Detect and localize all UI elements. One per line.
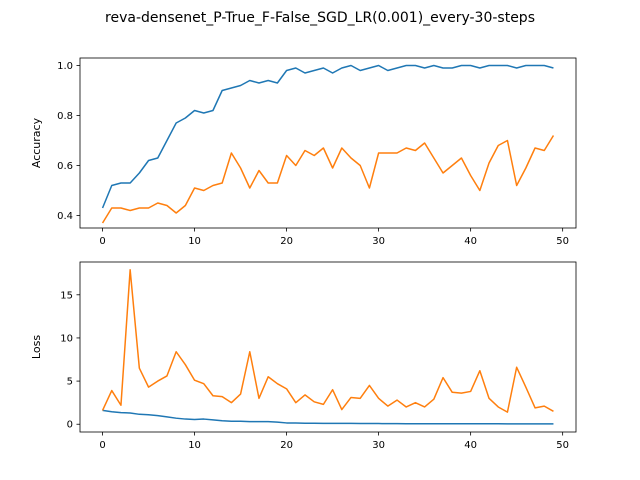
loss-x-tick-label: 30: [372, 440, 385, 451]
accuracy-x-tick-label: 30: [372, 236, 385, 247]
loss-y-tick-label: 15: [60, 290, 73, 301]
accuracy-x-tick-label: 10: [188, 236, 201, 247]
loss-y-axis-label: Loss: [30, 335, 43, 359]
accuracy-x-tick-label: 0: [99, 236, 105, 247]
loss-axes: 0 10 20 30 40 50 0 5 10 15 Loss: [30, 261, 577, 451]
loss-x-tick-label: 20: [280, 440, 293, 451]
accuracy-x-tick-label: 50: [556, 236, 569, 247]
figure-suptitle: reva-densenet_P-True_F-False_SGD_LR(0.00…: [105, 10, 535, 26]
accuracy-axes: 0 10 20 30 40 50 0.4 0.6 0.8 1.0 Accuracy: [30, 57, 577, 247]
loss-y-tick-label: 5: [67, 377, 73, 388]
accuracy-x-tick-label: 20: [280, 236, 293, 247]
accuracy-series-1-line: [101, 64, 554, 209]
loss-y-tick-label: 10: [60, 333, 73, 344]
loss-y-tick-label: 0: [67, 420, 73, 431]
loss-x-tick-label: 40: [464, 440, 477, 451]
loss-series-2-line: [101, 269, 554, 413]
loss-series-1-line: [102, 409, 554, 425]
accuracy-y-axis-label: Accuracy: [30, 117, 43, 168]
accuracy-series-2-line: [101, 135, 555, 224]
accuracy-y-tick-label: 0.8: [57, 111, 73, 122]
loss-axes-frame: [79, 261, 577, 433]
accuracy-y-tick-label: 0.6: [57, 161, 73, 172]
loss-x-tick-label: 0: [99, 440, 105, 451]
loss-x-tick-label: 10: [188, 440, 201, 451]
accuracy-y-tick-label: 0.4: [57, 211, 73, 222]
accuracy-axes-frame: [79, 57, 577, 229]
accuracy-y-tick-label: 1.0: [57, 61, 73, 72]
loss-x-tick-label: 50: [556, 440, 569, 451]
accuracy-x-tick-label: 40: [464, 236, 477, 247]
